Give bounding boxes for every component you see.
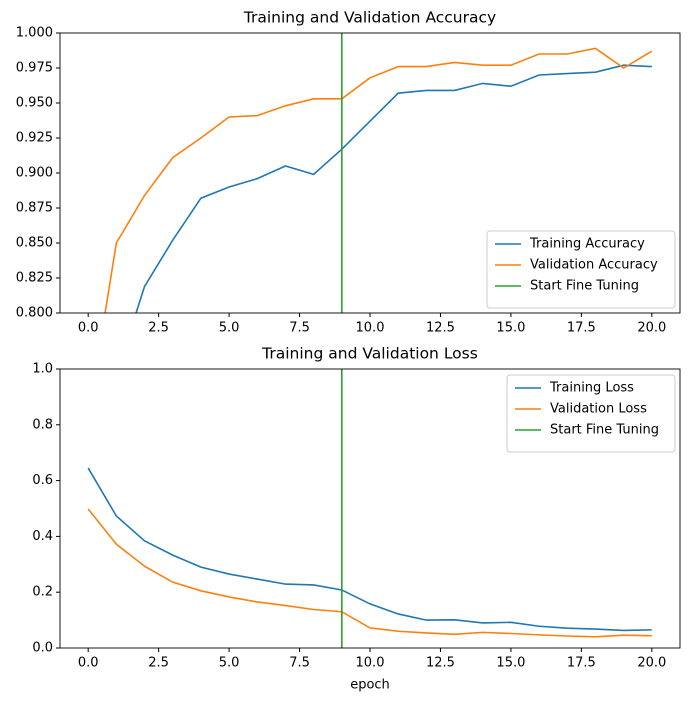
panel: Training and Validation Loss 0.0 2.5 5.0 7.5… [32,345,681,693]
panel: Training and Validation Accuracy 0.0 2.5 5.… [16,9,681,336]
x-tick-label: 17.5 [567,656,596,671]
legend-label: Start Fine Tuning [530,279,639,294]
y-tick-label: 0.800 [16,306,53,321]
legend-label: Validation Loss [550,402,647,417]
y-tick-label: 0.4 [32,529,53,544]
y-tick-label: 0.850 [16,236,53,251]
series-line [87,467,652,632]
y-tick-label: 1.000 [16,26,53,41]
legend-label: Validation Accuracy [530,258,658,273]
x-tick-label: 7.5 [289,656,310,671]
y-tick-label: 1.0 [32,362,53,377]
chart-title: Training and Validation Accuracy [243,9,496,27]
x-tick-label: 0.0 [78,321,99,336]
x-tick-label: 20.0 [637,656,666,671]
legend-box [506,374,676,453]
legend: Training Loss Validation Loss Start Fine T… [506,374,676,453]
x-tick-label: 5.0 [219,321,240,336]
legend: Training Accuracy Validation Accuracy Star… [486,230,676,309]
x-tick-label: 12.5 [426,321,455,336]
x-tick-label: 12.5 [426,656,455,671]
plot-area [104,33,653,313]
legend-label: Training Accuracy [529,237,645,252]
x-tick-label: 10.0 [356,656,385,671]
chart-title: Training and Validation Loss [261,345,478,363]
y-tick-label: 0.0 [32,641,53,656]
y-tick-label: 0.925 [16,131,53,146]
x-axis-label: epoch [350,678,390,693]
y-tick-label: 0.950 [16,96,53,111]
y-tick-label: 0.8 [32,417,53,432]
y-tick-label: 0.6 [32,473,53,488]
x-tick-label: 2.5 [148,321,169,336]
series-line [87,508,652,638]
x-tick-label: 20.0 [637,321,666,336]
x-tick-label: 0.0 [78,656,99,671]
plot-area [87,369,652,648]
x-tick-label: 7.5 [289,321,310,336]
series-line [135,64,652,313]
legend-label: Start Fine Tuning [550,423,659,438]
x-tick-label: 10.0 [356,321,385,336]
y-tick-label: 0.975 [16,61,53,76]
y-tick-label: 0.900 [16,166,53,181]
axes-frame [59,368,681,649]
x-tick-label: 5.0 [219,656,240,671]
x-tick-label: 2.5 [148,656,169,671]
y-tick-label: 0.825 [16,271,53,286]
legend-box [486,230,676,309]
x-tick-label: 17.5 [567,321,596,336]
axes-frame [59,32,681,314]
y-tick-label: 0.2 [32,585,53,600]
x-tick-label: 15.0 [496,321,525,336]
legend-label: Training Loss [549,381,634,396]
x-tick-label: 15.0 [496,656,525,671]
series-line [104,47,653,313]
y-tick-label: 0.875 [16,201,53,216]
